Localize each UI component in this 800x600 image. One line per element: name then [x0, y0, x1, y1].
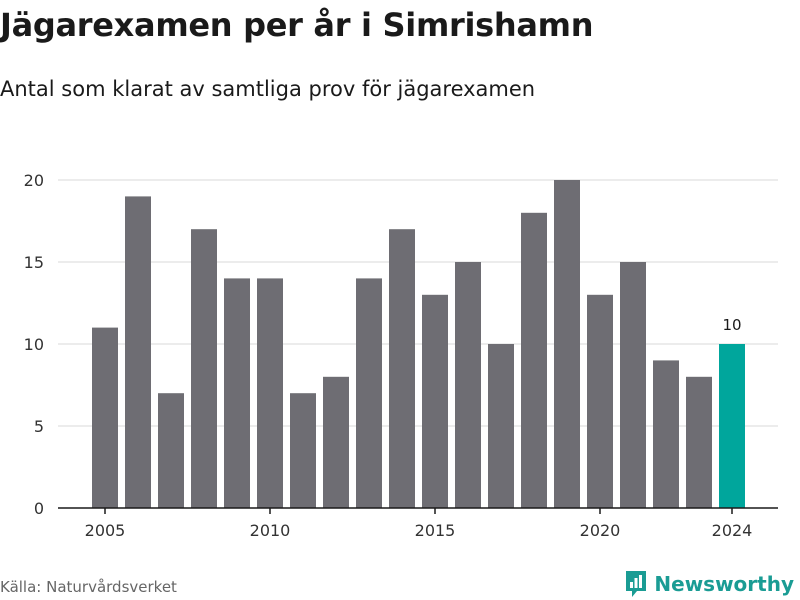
bar: [455, 262, 481, 508]
bar: [92, 327, 118, 508]
bar: [257, 278, 283, 508]
y-tick-label: 5: [34, 417, 44, 436]
bar: [521, 212, 547, 509]
y-tick-label: 10: [24, 335, 44, 354]
bar: [356, 278, 382, 508]
bar: [686, 376, 712, 508]
x-tick-label: 2010: [250, 521, 291, 540]
chart-title: Jägarexamen per år i Simrishamn: [0, 6, 594, 44]
y-tick-label: 15: [24, 253, 44, 272]
bar: [488, 344, 514, 508]
bar: [422, 294, 448, 508]
bar: [158, 393, 184, 508]
bar: [554, 180, 580, 508]
x-tick-label: 2015: [415, 521, 456, 540]
x-tick-label: 2020: [580, 521, 621, 540]
bar: [587, 294, 613, 508]
bar: [191, 229, 217, 508]
bar: [719, 344, 745, 508]
brand-logo: Newsworthy: [624, 568, 794, 600]
brand-name: Newsworthy: [654, 572, 794, 596]
bar: [653, 360, 679, 508]
bar: [224, 278, 250, 508]
bar: [389, 229, 415, 508]
chart-subtitle: Antal som klarat av samtliga prov för jä…: [0, 77, 536, 101]
newsworthy-logo-icon: [626, 571, 647, 597]
bar: [125, 196, 151, 508]
bar: [323, 376, 349, 508]
y-tick-label: 20: [24, 171, 44, 190]
data-label: 10: [722, 316, 741, 334]
y-tick-label: 0: [34, 499, 44, 518]
x-tick-label: 2005: [85, 521, 126, 540]
bar: [620, 262, 646, 508]
x-tick-label: 2024: [712, 521, 753, 540]
source-note: Källa: Naturvårdsverket: [0, 578, 177, 596]
bar: [290, 393, 316, 508]
